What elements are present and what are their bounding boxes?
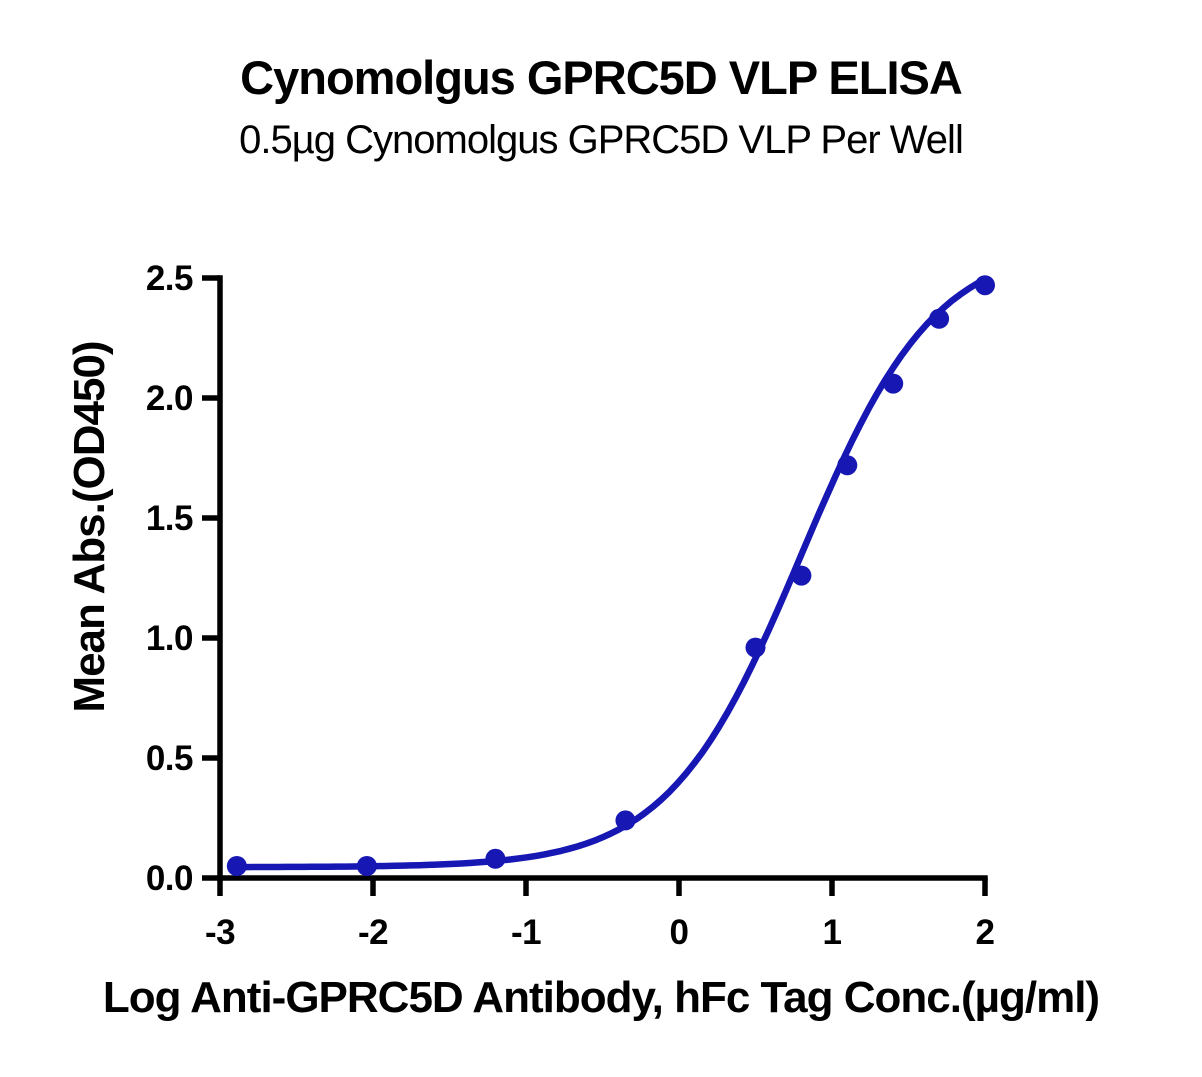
- data-point-marker: [929, 308, 950, 329]
- data-point-marker: [975, 275, 995, 296]
- y-tick-label: 1.0: [146, 619, 193, 658]
- data-point-marker: [485, 848, 506, 869]
- data-point-marker: [883, 373, 904, 394]
- x-tick-label: 0: [670, 913, 689, 952]
- data-point-marker: [791, 565, 812, 586]
- axes: [202, 275, 988, 896]
- y-tick-label: 2.0: [146, 379, 193, 418]
- x-tick-label: -2: [358, 913, 388, 952]
- chart-title: Cynomolgus GPRC5D VLP ELISA: [240, 51, 962, 104]
- tick-labels: -3 -2 -1 0 1 2 0.0 0.5 1.0 1.5 2.0 2.5: [146, 259, 995, 952]
- data-point-marker: [226, 856, 247, 876]
- data-point-marker: [837, 455, 858, 476]
- y-tick-label: 2.5: [146, 259, 193, 298]
- y-tick-label: 1.5: [146, 499, 193, 538]
- data-point-marker: [356, 856, 377, 876]
- x-axis-label: Log Anti-GPRC5D Antibody, hFc Tag Conc.(…: [103, 973, 1099, 1022]
- data-point-marker: [615, 810, 636, 831]
- y-tick-label: 0.5: [146, 739, 193, 778]
- x-tick-label: -3: [205, 913, 235, 952]
- y-axis-label: Mean Abs.(OD450): [65, 341, 114, 712]
- chart-subtitle: 0.5µg Cynomolgus GPRC5D VLP Per Well: [239, 118, 963, 162]
- x-tick-label: 1: [823, 913, 842, 952]
- x-tick-label: -1: [511, 913, 541, 952]
- data-points: [226, 275, 995, 876]
- data-point-marker: [745, 637, 766, 658]
- y-tick-label: 0.0: [146, 859, 193, 898]
- x-tick-label: 2: [976, 913, 995, 952]
